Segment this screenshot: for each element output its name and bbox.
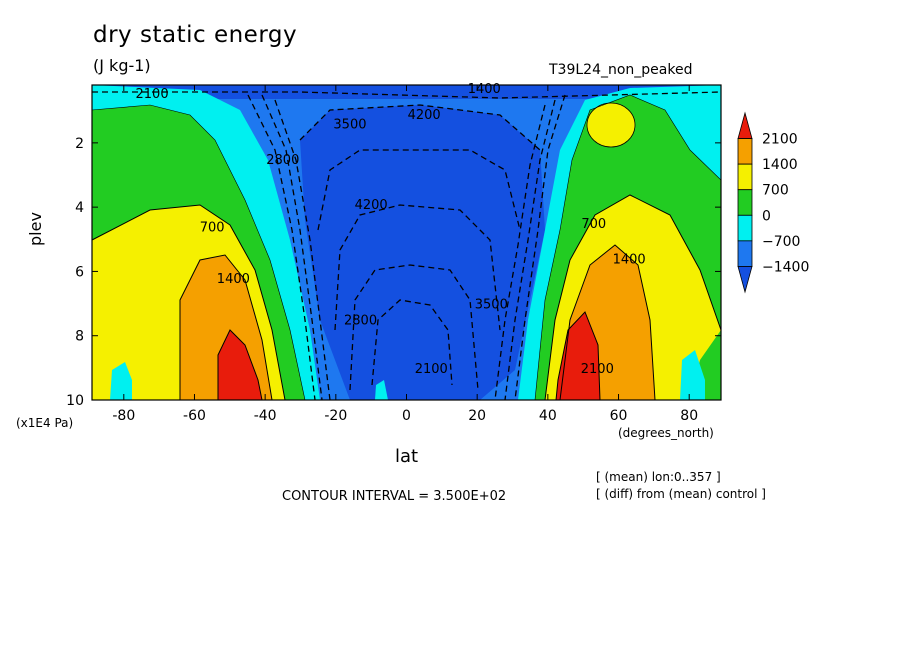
contour-label: 1400	[613, 253, 646, 268]
x-tick-label: 0	[402, 408, 411, 424]
colorbar-segment	[737, 138, 753, 165]
x-axis-units: (degrees_north)	[618, 426, 714, 440]
field-equator-cyan-patch	[375, 380, 388, 400]
chart-units: (J kg-1)	[93, 56, 151, 75]
x-tick-label: -80	[112, 408, 135, 424]
contour-label: 1400	[468, 82, 501, 97]
difference-note: [ (diff) from (mean) control ]	[596, 487, 766, 501]
y-axis-label: plev	[26, 212, 45, 246]
contour-label: 3500	[475, 298, 508, 313]
colorbar-bottom-triangle	[737, 266, 753, 294]
y-tick-label: 10	[66, 393, 84, 409]
colorbar-label: −700	[762, 234, 800, 250]
contour-label: 2100	[136, 87, 169, 102]
colorbar-label: 700	[762, 183, 789, 199]
contour-field	[92, 85, 721, 400]
chart-title: dry static energy	[93, 22, 298, 48]
contour-interval: CONTOUR INTERVAL = 3.500E+02	[282, 489, 507, 504]
contour-label: 2100	[415, 362, 448, 377]
field-north-cyan-patch	[680, 350, 705, 400]
colorbar-segment	[737, 240, 753, 267]
colorbar-label: 2100	[762, 132, 798, 148]
colorbar-segment	[737, 214, 753, 242]
colorbar-label: 1400	[762, 157, 798, 173]
contour-label: 2800	[344, 314, 377, 329]
y-tick-label: 8	[75, 329, 84, 345]
field-equatorial-minimum	[300, 105, 545, 400]
contour-label: 4200	[355, 198, 388, 213]
y-tick-label: 4	[75, 200, 84, 216]
contour-label: 2800	[266, 153, 299, 168]
y-tick-label: 6	[75, 264, 84, 280]
axis-tick-labels: -80 -60 -40 -20 0 20 40 60 80 2 4 6 8 10	[66, 136, 698, 424]
field-north-red	[556, 312, 600, 400]
field-top-strip	[92, 85, 721, 99]
contour-label: 4200	[408, 108, 441, 123]
y-axis-units: (x1E4 Pa)	[16, 416, 74, 430]
field-south-cyan-patch	[110, 362, 132, 400]
contour-label: 700	[581, 217, 606, 232]
colorbar-label: 0	[762, 208, 771, 224]
colorbar: 2100 1400 700 0 −700 −1400	[737, 111, 809, 294]
contour-label: 3500	[333, 118, 366, 133]
axis-ticks	[92, 85, 721, 401]
x-tick-label: -40	[254, 408, 277, 424]
contour-labels: 2100 1400 3500 4200 2800 4200 700 700 1400 1400 28…	[136, 82, 646, 377]
y-tick-label: 2	[75, 136, 84, 152]
field-south-red	[218, 330, 262, 400]
x-tick-label: -60	[183, 408, 206, 424]
x-tick-label: -20	[324, 408, 347, 424]
contour-label: 700	[200, 220, 225, 235]
colorbar-segment	[737, 189, 753, 216]
colorbar-segment	[737, 163, 753, 191]
colorbar-top-triangle	[737, 111, 753, 139]
averaging-note: [ (mean) lon:0..357 ]	[596, 470, 721, 484]
x-tick-label: 60	[610, 408, 628, 424]
x-tick-label: 40	[539, 408, 557, 424]
x-tick-label: 20	[468, 408, 486, 424]
contour-label: 1400	[217, 272, 250, 287]
field-north-upper-yellow	[586, 102, 636, 148]
x-tick-label: 80	[680, 408, 698, 424]
x-axis-label: lat	[395, 446, 419, 467]
run-label: T39L24_non_peaked	[549, 62, 693, 78]
contour-label: 2100	[581, 362, 614, 377]
colorbar-label: −1400	[762, 259, 809, 275]
negative-contours	[92, 91, 721, 400]
positive-contours	[92, 94, 721, 400]
